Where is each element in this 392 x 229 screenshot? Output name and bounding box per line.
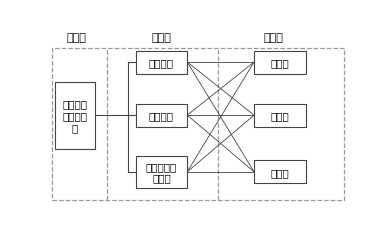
- Bar: [254, 51, 306, 74]
- Text: 方案一: 方案一: [270, 58, 289, 68]
- Text: 指标层: 指标层: [264, 33, 284, 43]
- Text: 目标层: 目标层: [66, 33, 86, 43]
- Text: 网络损耗: 网络损耗: [149, 58, 174, 68]
- Bar: [52, 49, 344, 200]
- Bar: [136, 156, 187, 188]
- Text: 电压偏差: 电压偏差: [149, 111, 174, 121]
- Bar: [55, 82, 94, 149]
- Bar: [136, 104, 187, 127]
- Text: 方案二: 方案二: [270, 111, 289, 121]
- Bar: [254, 161, 306, 183]
- Text: 准则层: 准则层: [151, 33, 171, 43]
- Bar: [254, 104, 306, 127]
- Text: 方案三: 方案三: [270, 167, 289, 177]
- Text: 配网静态稳
定指标: 配网静态稳 定指标: [146, 161, 177, 183]
- Text: 配电网运
行综合评
估: 配电网运 行综合评 估: [62, 99, 87, 132]
- Bar: [136, 51, 187, 74]
